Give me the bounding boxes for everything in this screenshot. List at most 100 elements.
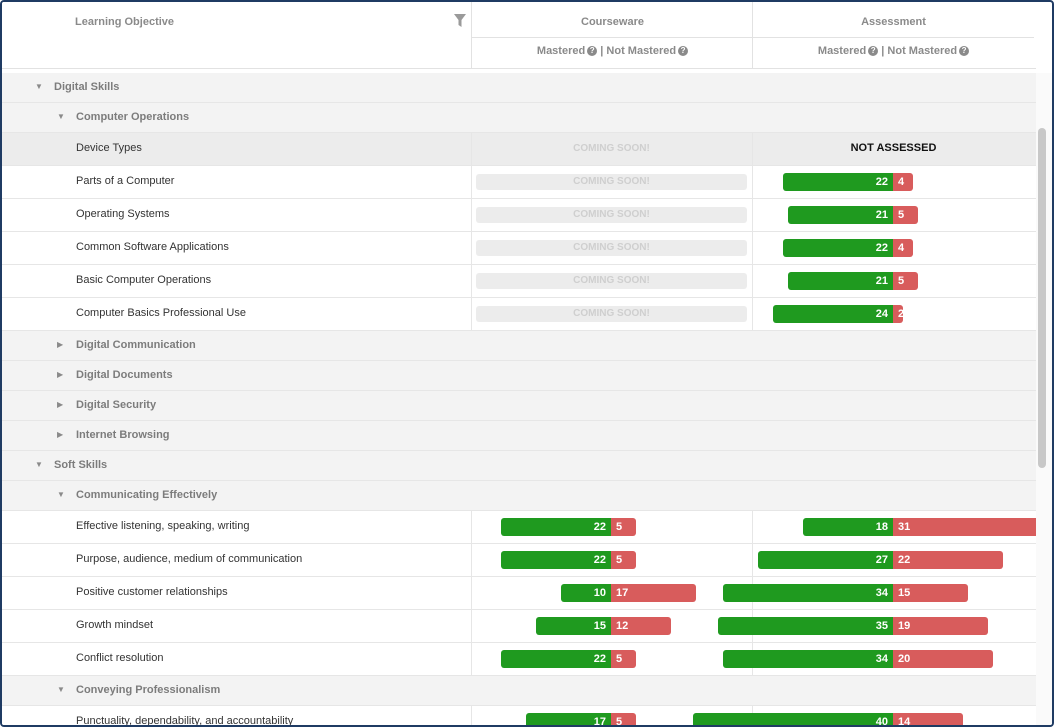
objective-label: Operating Systems [76, 208, 170, 220]
objective-row[interactable]: Operating Systems COMING SOON! 21 5 [2, 199, 1036, 232]
mastered-segment[interactable]: 34 [723, 584, 893, 602]
caret-down-icon[interactable]: ▼ [35, 459, 43, 469]
mastered-label: Mastered [817, 45, 867, 57]
caret-right-icon[interactable]: ▶ [57, 339, 64, 349]
learning-objective-header: Learning Objective [75, 16, 175, 28]
mastery-bar[interactable]: 22 5 [501, 518, 636, 536]
mastery-bar[interactable]: 15 12 [536, 617, 671, 635]
not-mastered-segment[interactable]: 5 [611, 713, 636, 725]
mastery-bar[interactable]: 34 15 [723, 584, 968, 602]
mastered-segment[interactable]: 22 [783, 239, 893, 257]
group-row[interactable]: ▶ Digital Documents [2, 361, 1036, 391]
caret-down-icon[interactable]: ▼ [57, 489, 65, 499]
objective-row[interactable]: Growth mindset 15 12 35 19 [2, 610, 1036, 643]
caret-down-icon[interactable]: ▼ [35, 81, 43, 91]
mastery-bar[interactable]: 22 5 [501, 551, 636, 569]
mastered-segment[interactable]: 35 [718, 617, 893, 635]
not-mastered-segment[interactable]: 5 [893, 206, 918, 224]
not-mastered-segment[interactable]: 5 [893, 272, 918, 290]
scrollbar-thumb[interactable] [1038, 128, 1046, 468]
help-icon[interactable]: ? [868, 46, 879, 57]
not-mastered-segment[interactable]: 5 [611, 551, 636, 569]
mastery-bar[interactable]: 18 31 [803, 518, 1036, 536]
coming-soon-badge: COMING SOON! [476, 306, 747, 322]
not-mastered-segment[interactable]: 19 [893, 617, 988, 635]
mastered-segment[interactable]: 22 [501, 551, 611, 569]
mastery-bar[interactable]: 21 5 [788, 272, 918, 290]
not-mastered-segment[interactable]: 14 [893, 713, 963, 725]
not-mastered-segment[interactable]: 4 [893, 173, 913, 191]
caret-right-icon[interactable]: ▶ [57, 399, 64, 409]
mastered-segment[interactable]: 17 [526, 713, 611, 725]
objective-row[interactable]: Device Types COMING SOON! NOT ASSESSED [2, 133, 1036, 166]
mastery-bar[interactable]: 10 17 [561, 584, 696, 602]
mastered-segment[interactable]: 24 [773, 305, 893, 323]
group-row[interactable]: ▶ Digital Security [2, 391, 1036, 421]
courseware-subheader: Mastered? | Not Mastered? [472, 45, 753, 57]
mastery-bar[interactable]: 27 22 [758, 551, 1003, 569]
caret-right-icon[interactable]: ▶ [57, 429, 64, 439]
group-label: Digital Communication [76, 338, 196, 351]
not-mastered-segment[interactable]: 22 [893, 551, 1003, 569]
mastered-segment[interactable]: 15 [536, 617, 611, 635]
mastered-segment[interactable]: 40 [693, 713, 893, 725]
mastery-bar[interactable]: 35 19 [718, 617, 988, 635]
mastery-bar[interactable]: 24 2 [773, 305, 904, 323]
objective-row[interactable]: Purpose, audience, medium of communicati… [2, 544, 1036, 577]
mastery-bar[interactable]: 22 4 [783, 173, 913, 191]
mastery-bar[interactable]: 34 20 [723, 650, 993, 668]
objective-row[interactable]: Conflict resolution 22 5 34 20 [2, 643, 1036, 676]
group-row[interactable]: ▼ Conveying Professionalism [2, 676, 1036, 706]
group-row[interactable]: ▶ Internet Browsing [2, 421, 1036, 451]
mastery-bar[interactable]: 21 5 [788, 206, 918, 224]
objective-row[interactable]: Effective listening, speaking, writing 22… [2, 511, 1036, 544]
not-mastered-segment[interactable]: 5 [611, 650, 636, 668]
not-mastered-segment[interactable]: 5 [611, 518, 636, 536]
mastered-segment[interactable]: 34 [723, 650, 893, 668]
help-icon[interactable]: ? [678, 46, 689, 57]
mastered-segment[interactable]: 10 [561, 584, 611, 602]
courseware-cell: 15 12 [471, 610, 753, 642]
mastered-segment[interactable]: 21 [788, 272, 893, 290]
caret-down-icon[interactable]: ▼ [57, 111, 65, 121]
objective-row[interactable]: Basic Computer Operations COMING SOON! 21 5 [2, 265, 1036, 298]
filter-icon[interactable] [454, 14, 466, 33]
mastered-segment[interactable]: 22 [783, 173, 893, 191]
objective-row[interactable]: Punctuality, dependability, and accounta… [2, 706, 1036, 725]
objective-row[interactable]: Common Software Applications COMING SOON!… [2, 232, 1036, 265]
assessment-cell: 34 20 [723, 643, 1034, 675]
group-row[interactable]: ▼ Digital Skills [2, 73, 1036, 103]
group-label: Digital Documents [76, 368, 173, 381]
not-mastered-segment[interactable]: 31 [893, 518, 1036, 536]
mastered-segment[interactable]: 27 [758, 551, 893, 569]
mastered-segment[interactable]: 21 [788, 206, 893, 224]
caret-down-icon[interactable]: ▼ [57, 684, 65, 694]
group-row[interactable]: ▼ Soft Skills [2, 451, 1036, 481]
objective-row[interactable]: Computer Basics Professional Use COMING S… [2, 298, 1036, 331]
not-mastered-segment[interactable]: 20 [893, 650, 993, 668]
not-mastered-segment[interactable]: 4 [893, 239, 913, 257]
group-label: Conveying Professionalism [76, 683, 221, 696]
not-mastered-segment[interactable]: 12 [611, 617, 671, 635]
group-label: Computer Operations [76, 110, 190, 123]
mastered-segment[interactable]: 22 [501, 518, 611, 536]
not-mastered-segment[interactable]: 17 [611, 584, 696, 602]
assessment-cell: 22 4 [752, 166, 1034, 198]
objective-row[interactable]: Parts of a Computer COMING SOON! 22 4 [2, 166, 1036, 199]
group-row[interactable]: ▼ Computer Operations [2, 103, 1036, 133]
mastery-bar[interactable]: 22 5 [501, 650, 636, 668]
mastered-label: Mastered [536, 45, 586, 57]
not-mastered-segment[interactable]: 15 [893, 584, 968, 602]
mastered-segment[interactable]: 18 [803, 518, 893, 536]
mastery-bar[interactable]: 17 5 [526, 713, 636, 725]
help-icon[interactable]: ? [587, 46, 598, 57]
caret-right-icon[interactable]: ▶ [57, 369, 64, 379]
objective-row[interactable]: Positive customer relationships 10 17 34 15 [2, 577, 1036, 610]
group-row[interactable]: ▼ Communicating Effectively [2, 481, 1036, 511]
mastery-bar[interactable]: 40 14 [693, 713, 963, 725]
group-row[interactable]: ▶ Digital Communication [2, 331, 1036, 361]
mastery-bar[interactable]: 22 4 [783, 239, 913, 257]
help-icon[interactable]: ? [959, 46, 970, 57]
not-mastered-segment[interactable]: 2 [893, 305, 904, 323]
mastered-segment[interactable]: 22 [501, 650, 611, 668]
